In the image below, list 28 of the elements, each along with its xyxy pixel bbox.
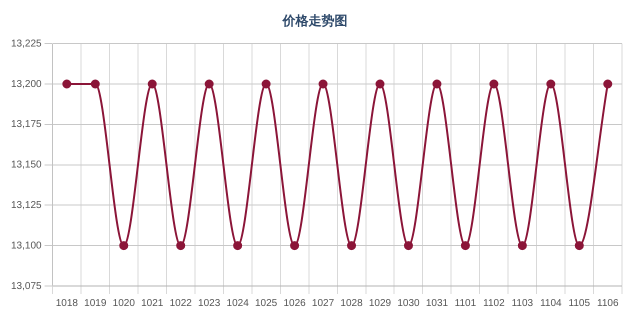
- x-tick-label: 1028: [340, 298, 364, 309]
- x-tick-label: 1030: [397, 298, 420, 309]
- y-tick-label: 13,175: [10, 119, 42, 130]
- x-tick-label: 1029: [368, 298, 392, 309]
- chart-title: 价格走势图: [282, 13, 348, 30]
- y-tick-label: 13,200: [10, 78, 42, 90]
- x-tick-label: 1025: [254, 298, 278, 309]
- x-tick-label: 1027: [312, 298, 335, 309]
- x-tick-label: 1022: [170, 298, 192, 309]
- x-tick-label: 1104: [540, 298, 562, 309]
- x-tick-label: 1102: [483, 298, 506, 309]
- y-tick-label: 13,150: [10, 160, 42, 171]
- y-tick-label: 13,125: [10, 200, 42, 211]
- x-tick-label: 1023: [198, 298, 221, 309]
- x-tick-label: 1103: [512, 298, 534, 309]
- x-tick-label: 1020: [112, 298, 136, 309]
- x-tick-label: 1026: [283, 298, 306, 309]
- x-tick-label: 1106: [597, 298, 619, 309]
- y-tick-label: 13,225: [10, 38, 42, 50]
- y-tick-label: 13,075: [10, 280, 42, 292]
- x-tick-label: 1101: [454, 298, 477, 309]
- x-tick-label: 1021: [141, 298, 164, 309]
- x-tick-label: 1018: [56, 298, 78, 309]
- y-tick-label: 13,100: [10, 240, 42, 252]
- x-tick-label: 1105: [568, 298, 590, 309]
- x-tick-label: 1024: [226, 298, 250, 309]
- x-tick-label: 1031: [426, 298, 448, 309]
- x-tick-label: 1019: [84, 298, 107, 309]
